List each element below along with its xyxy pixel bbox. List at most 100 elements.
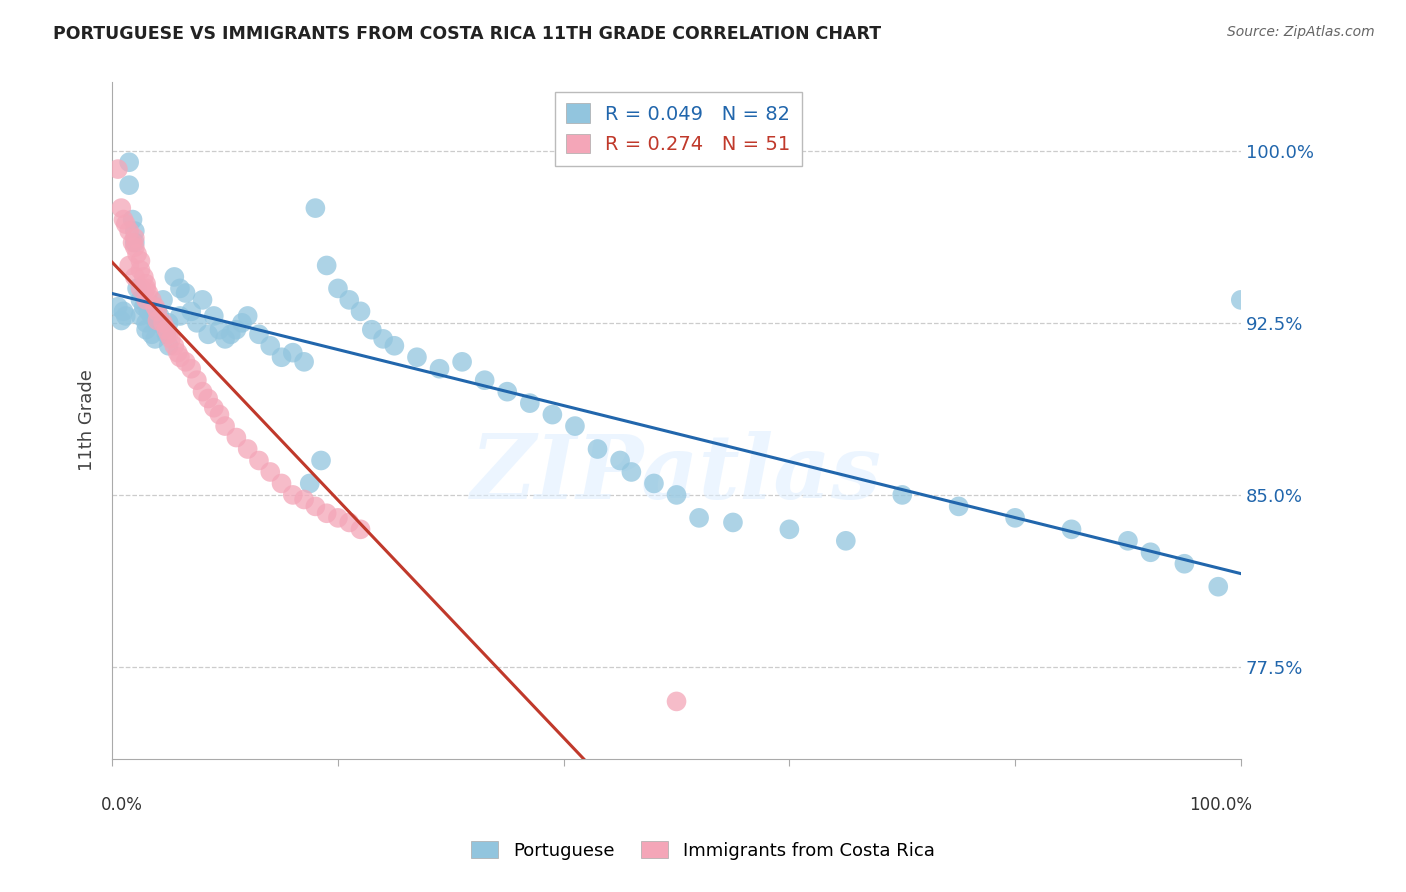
Point (1173, 557, 1195, 571)
Point (191, 293, 214, 307)
Point (721, 516, 744, 530)
Point (110, 201, 132, 215)
Point (141, 327, 163, 342)
Point (259, 339, 281, 353)
Point (643, 476, 665, 491)
Point (219, 327, 242, 342)
Legend: Portuguese, Immigrants from Costa Rica: Portuguese, Immigrants from Costa Rica (464, 834, 942, 867)
Point (326, 281, 349, 295)
Point (149, 309, 172, 323)
Point (157, 339, 180, 353)
Point (118, 155, 141, 169)
Point (429, 361, 451, 376)
Point (292, 492, 315, 507)
Point (688, 511, 710, 525)
Point (1139, 545, 1161, 559)
Point (118, 224, 141, 238)
Point (208, 323, 231, 337)
Point (298, 476, 321, 491)
Point (384, 339, 406, 353)
Point (349, 522, 371, 536)
Point (202, 401, 225, 415)
Point (169, 281, 191, 295)
Point (371, 332, 394, 346)
Text: 0.0%: 0.0% (101, 796, 143, 814)
Point (541, 408, 564, 422)
Point (121, 235, 143, 250)
Point (169, 309, 191, 323)
Point (132, 300, 155, 314)
Point (360, 323, 382, 337)
Point (135, 293, 157, 307)
Point (665, 694, 688, 708)
Point (281, 488, 304, 502)
Point (1060, 522, 1083, 536)
Point (1206, 580, 1229, 594)
Text: 100.0%: 100.0% (1189, 796, 1253, 814)
Point (138, 304, 160, 318)
Point (107, 162, 129, 177)
Point (247, 453, 270, 467)
Point (135, 277, 157, 291)
Point (107, 300, 129, 314)
Point (146, 316, 169, 330)
Point (197, 392, 219, 406)
Point (281, 345, 304, 359)
Point (135, 323, 157, 337)
Text: PORTUGUESE VS IMMIGRANTS FROM COSTA RICA 11TH GRADE CORRELATION CHART: PORTUGUESE VS IMMIGRANTS FROM COSTA RICA… (53, 25, 882, 43)
Point (337, 516, 360, 530)
Point (129, 281, 152, 295)
Point (152, 293, 174, 307)
Point (236, 442, 259, 456)
Point (141, 309, 163, 323)
Point (114, 217, 136, 231)
Point (174, 355, 197, 369)
Point (665, 488, 688, 502)
Point (292, 355, 315, 369)
Point (135, 316, 157, 330)
Point (121, 212, 143, 227)
Point (118, 259, 141, 273)
Point (519, 396, 541, 410)
Point (180, 304, 202, 318)
Point (118, 178, 141, 193)
Point (163, 339, 186, 353)
Point (778, 522, 800, 536)
Point (146, 304, 169, 318)
Point (451, 355, 474, 369)
Point (146, 304, 169, 318)
Point (112, 212, 135, 227)
Point (202, 309, 225, 323)
Point (337, 293, 360, 307)
Point (124, 240, 146, 254)
Point (208, 408, 231, 422)
Point (609, 453, 631, 467)
Point (180, 361, 202, 376)
Point (186, 316, 208, 330)
Point (948, 500, 970, 514)
Point (620, 465, 643, 479)
Point (110, 313, 132, 327)
Point (496, 384, 519, 399)
Point (166, 345, 188, 359)
Point (225, 431, 247, 445)
Point (326, 511, 349, 525)
Point (143, 332, 166, 346)
Point (270, 350, 292, 364)
Point (129, 309, 152, 323)
Point (124, 224, 146, 238)
Text: Source: ZipAtlas.com: Source: ZipAtlas.com (1227, 25, 1375, 39)
Point (315, 259, 337, 273)
Point (157, 316, 180, 330)
Point (125, 281, 148, 295)
Point (124, 235, 146, 250)
Point (835, 533, 858, 548)
Y-axis label: 11th Grade: 11th Grade (79, 369, 96, 471)
Point (160, 332, 183, 346)
Point (270, 476, 292, 491)
Point (1116, 533, 1139, 548)
Point (157, 327, 180, 342)
Point (155, 327, 177, 342)
Point (231, 316, 253, 330)
Point (247, 327, 270, 342)
